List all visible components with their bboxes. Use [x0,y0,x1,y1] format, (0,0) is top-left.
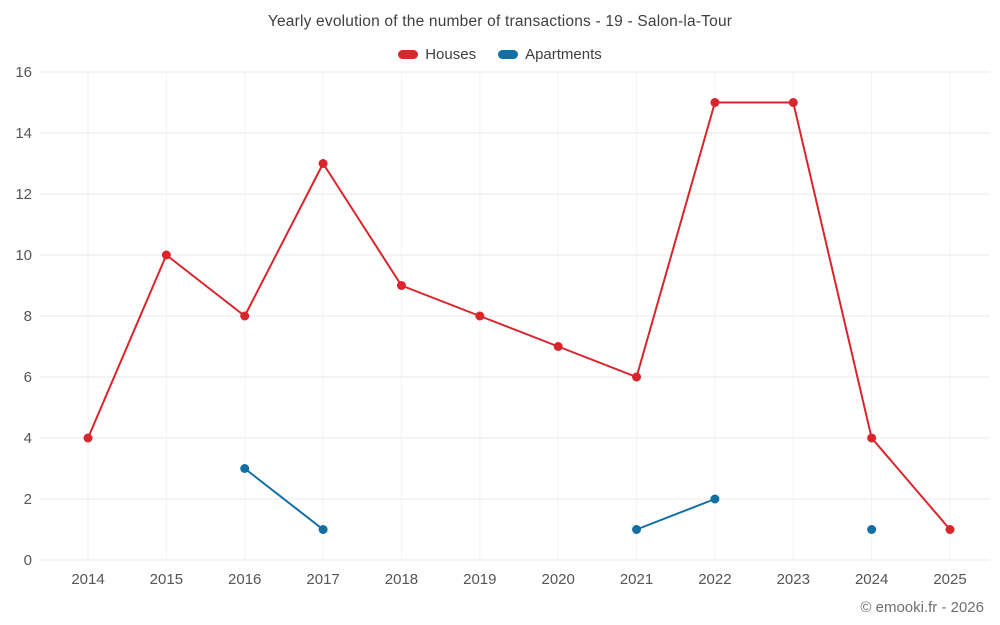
series-line-houses [87,101,951,531]
data-point-houses-2016[interactable] [240,311,250,321]
data-point-houses-2022[interactable] [710,98,720,107]
y-tick-label: 10 [15,247,32,264]
legend-item-houses[interactable]: Houses [398,46,476,63]
x-tick-label: 2018 [385,571,418,588]
series-line-apartments [635,498,716,531]
y-tick-label: 14 [15,125,32,142]
series-line-apartments [243,467,325,531]
x-tick-label: 2015 [150,571,183,588]
data-point-apartments-2016[interactable] [240,464,250,473]
x-tick-label: 2016 [228,571,261,588]
data-point-apartments-2017[interactable] [318,525,328,534]
data-point-houses-2014[interactable] [83,433,93,443]
x-tick-label: 2017 [306,571,339,588]
y-tick-label: 2 [24,491,32,508]
houses-swatch-icon [398,50,419,59]
chart-legend: Houses Apartments [0,46,1000,63]
x-tick-label: 2021 [620,571,653,588]
y-tick-label: 6 [24,369,32,386]
legend-label-apartments: Apartments [525,46,602,63]
footer-credit: © emooki.fr - 2026 [860,599,984,616]
data-point-houses-2019[interactable] [475,311,485,321]
y-tick-label: 4 [24,430,32,447]
data-point-houses-2023[interactable] [788,98,798,107]
legend-item-apartments[interactable]: Apartments [498,46,602,63]
chart-title: Yearly evolution of the number of transa… [267,13,733,30]
x-tick-label: 2022 [698,571,731,588]
y-tick-label: 16 [15,64,32,81]
data-point-apartments-2021[interactable] [632,525,642,534]
data-point-houses-2018[interactable] [396,281,406,290]
y-tick-label: 8 [24,308,32,325]
legend-label-houses: Houses [425,46,477,63]
data-point-houses-2015[interactable] [161,250,171,260]
data-point-houses-2025[interactable] [945,525,955,534]
y-tick-label: 0 [24,552,32,569]
x-tick-label: 2025 [933,571,966,588]
data-point-houses-2020[interactable] [553,342,563,351]
data-point-houses-2024[interactable] [867,433,877,443]
x-tick-label: 2023 [777,571,810,588]
data-point-apartments-2024[interactable] [867,525,877,534]
x-tick-label: 2019 [463,571,496,588]
data-point-houses-2021[interactable] [632,372,642,382]
y-tick-label: 12 [15,186,32,203]
data-point-apartments-2022[interactable] [710,494,720,504]
apartments-swatch-icon [498,50,519,59]
x-tick-label: 2014 [71,571,104,588]
x-tick-label: 2020 [541,571,574,588]
x-tick-label: 2024 [855,571,888,588]
data-point-houses-2017[interactable] [318,159,328,168]
